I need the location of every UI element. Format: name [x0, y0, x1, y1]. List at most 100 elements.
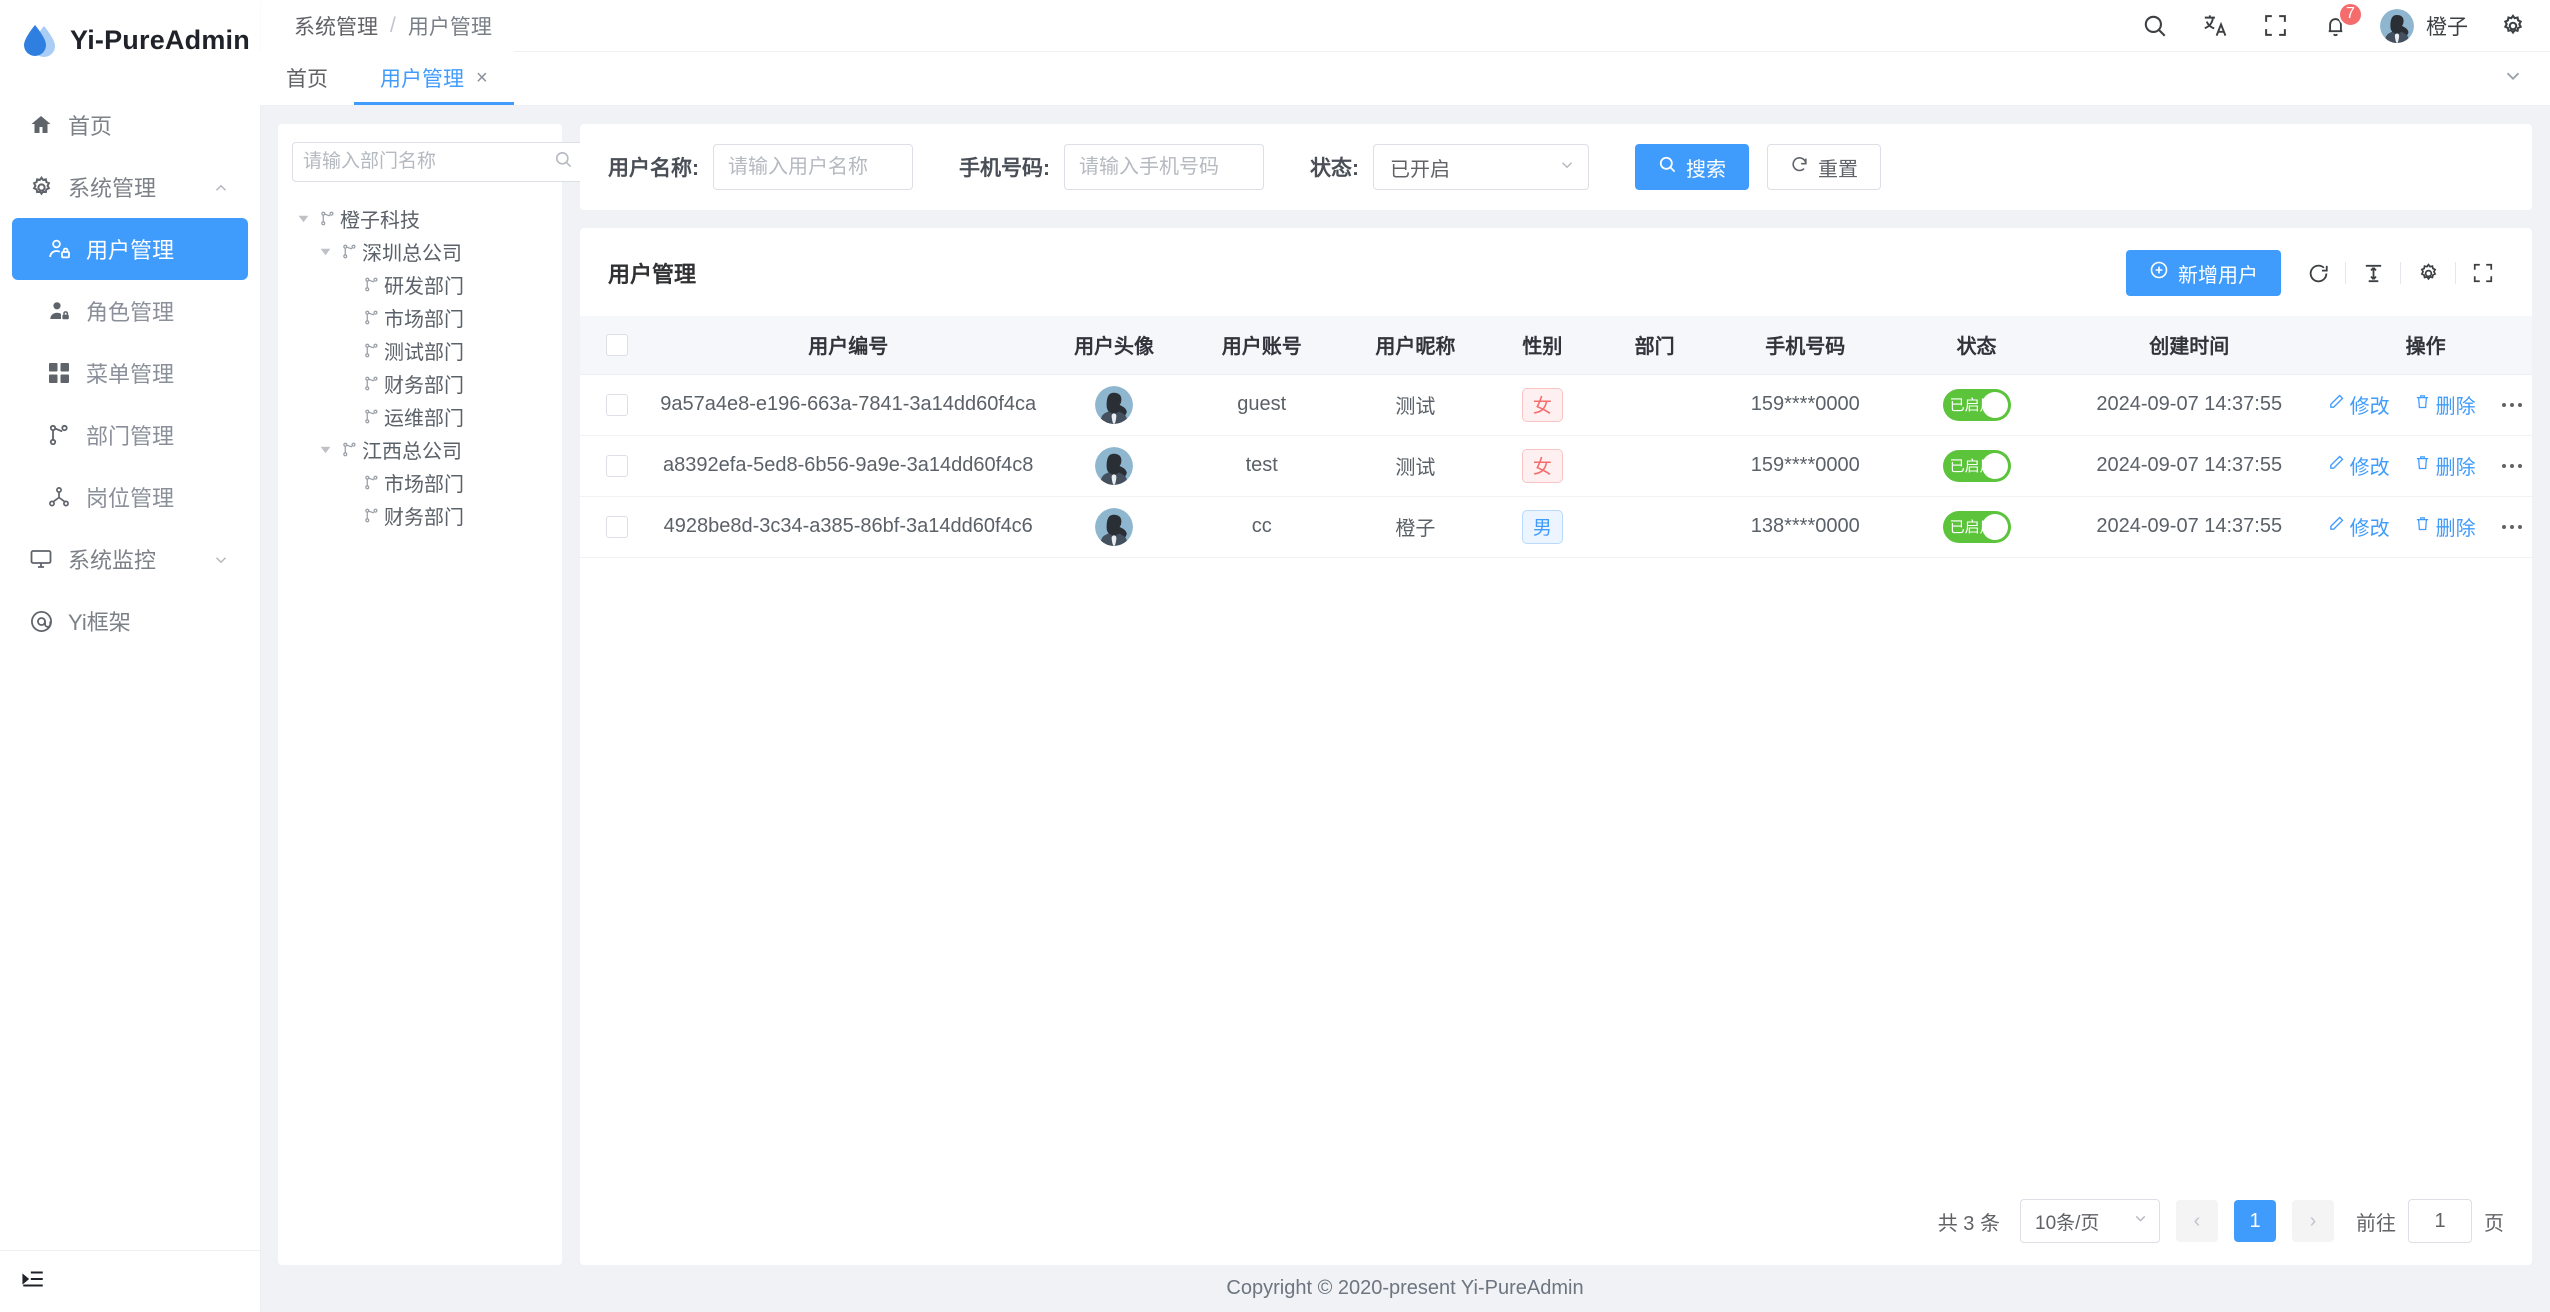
collapse-sidebar-icon[interactable]	[20, 1266, 46, 1297]
row-checkbox[interactable]	[605, 393, 628, 416]
phone-input[interactable]	[1064, 144, 1264, 190]
page-number-1[interactable]: 1	[2234, 1200, 2276, 1242]
department-search-input[interactable]	[292, 142, 584, 182]
status-toggle[interactable]: 已启用	[1942, 388, 2011, 421]
column-settings-icon[interactable]	[2407, 252, 2449, 294]
translate-icon[interactable]	[2200, 11, 2230, 41]
sidebar-collapse-bar[interactable]	[0, 1250, 260, 1312]
pencil-icon	[2328, 393, 2345, 416]
caret-down-icon[interactable]	[312, 443, 338, 456]
tree-node[interactable]: 财务部门	[284, 367, 562, 400]
fullscreen-icon[interactable]	[2260, 11, 2290, 41]
sidebar-item-system[interactable]: 系统管理	[12, 156, 248, 218]
edit-button[interactable]: 修改	[2328, 390, 2390, 419]
density-icon[interactable]	[2352, 252, 2394, 294]
user-menu[interactable]: 橙子	[2380, 8, 2468, 43]
brand-logo[interactable]: Yi-PureAdmin	[0, 0, 260, 80]
delete-button[interactable]: 删除	[2414, 390, 2476, 419]
sidebar-item-departments[interactable]: 部门管理	[12, 404, 248, 466]
field-phone: 手机号码:	[959, 144, 1264, 190]
notification-badge: 7	[2338, 1, 2363, 27]
col-gender: 性别	[1492, 316, 1593, 375]
table-row[interactable]: 9a57a4e8-e196-663a-7841-3a14dd60f4ca gues…	[580, 374, 2532, 436]
toggle-knob	[1981, 391, 2008, 418]
table-header-row: 用户编号 用户头像 用户账号 用户昵称 性别 部门 手机号码 状态 创建时间 操…	[580, 316, 2532, 375]
department-search-field[interactable]	[303, 151, 548, 173]
tree-node[interactable]: 运维部门	[284, 400, 562, 433]
phone-field[interactable]	[1079, 155, 1249, 179]
top-navbar: 系统管理 / 用户管理	[260, 0, 2550, 52]
tree-node[interactable]: 市场部门	[284, 301, 562, 334]
cell-avatar	[1043, 496, 1185, 558]
edit-button[interactable]: 修改	[2328, 512, 2390, 541]
tree-node[interactable]: 市场部门	[284, 466, 562, 499]
delete-button[interactable]: 删除	[2414, 451, 2476, 480]
tree-node[interactable]: 橙子科技	[284, 202, 562, 235]
prev-page-button[interactable]: ‹	[2176, 1200, 2218, 1242]
tree-node[interactable]: 江西总公司	[284, 433, 562, 466]
select-all-checkbox[interactable]	[605, 333, 628, 356]
cell-department	[1592, 435, 1717, 497]
tree-node[interactable]: 研发部门	[284, 268, 562, 301]
sidebar-item-menus[interactable]: 菜单管理	[12, 342, 248, 404]
tree-node[interactable]: 财务部门	[284, 499, 562, 532]
sidebar-item-roles[interactable]: 角色管理	[12, 280, 248, 342]
bell-icon[interactable]: 7	[2320, 1, 2363, 41]
row-checkbox[interactable]	[605, 515, 628, 538]
close-icon[interactable]: ×	[476, 66, 488, 89]
tree-node-label: 财务部门	[384, 375, 464, 397]
status-select[interactable]: 已开启	[1373, 144, 1589, 190]
add-user-button[interactable]: 新增用户	[2126, 250, 2281, 296]
status-toggle[interactable]: 已启用	[1942, 449, 2011, 482]
horizontal-dots-icon[interactable]	[2500, 402, 2524, 407]
sitemap-icon	[360, 342, 382, 359]
horizontal-dots-icon[interactable]	[2500, 524, 2524, 529]
avatar	[1095, 507, 1134, 546]
refresh-icon[interactable]	[2297, 252, 2339, 294]
cell-user-id: 4928be8d-3c34-a385-86bf-3a14dd60f4c6	[653, 496, 1044, 558]
pencil-icon	[2328, 515, 2345, 538]
jump-page-field[interactable]	[2409, 1209, 2471, 1233]
phone-label: 手机号码:	[959, 157, 1050, 180]
right-panel: 用户名称: 手机号码: 状态:	[580, 124, 2532, 1265]
horizontal-dots-icon[interactable]	[2500, 463, 2524, 468]
sidebar-item-home[interactable]: 首页	[12, 94, 248, 156]
pagination-total: 共 3 条	[1937, 1212, 2000, 1235]
sidebar-item-positions[interactable]: 岗位管理	[12, 466, 248, 528]
tree-node[interactable]: 测试部门	[284, 334, 562, 367]
row-checkbox[interactable]	[605, 454, 628, 477]
caret-down-icon[interactable]	[290, 212, 316, 225]
table-row[interactable]: 4928be8d-3c34-a385-86bf-3a14dd60f4c6 cc 橙子…	[580, 496, 2532, 558]
tree-node[interactable]: 深圳总公司	[284, 235, 562, 268]
status-toggle[interactable]: 已启用	[1942, 510, 2011, 543]
fullscreen-icon[interactable]	[2462, 252, 2504, 294]
table-empty-space	[580, 558, 2532, 1178]
table-row[interactable]: a8392efa-5ed8-6b56-9a9e-3a14dd60f4c8 test…	[580, 435, 2532, 497]
sidebar-item-yi-framework[interactable]: Yi框架	[12, 590, 248, 652]
trash-icon	[2414, 515, 2431, 538]
tab-user-management[interactable]: 用户管理 ×	[354, 51, 514, 105]
breadcrumb-parent[interactable]: 系统管理	[294, 15, 378, 39]
search-button[interactable]: 搜索	[1635, 144, 1749, 190]
delete-button[interactable]: 删除	[2414, 512, 2476, 541]
username-field[interactable]	[728, 155, 898, 179]
gender-badge: 女	[1521, 387, 1563, 422]
avatar	[2380, 8, 2414, 43]
username-input[interactable]	[713, 144, 913, 190]
reset-button[interactable]: 重置	[1767, 144, 1881, 190]
caret-down-icon[interactable]	[312, 245, 338, 258]
page-size-select[interactable]: 10条/页	[2020, 1199, 2160, 1243]
next-page-button[interactable]: ›	[2292, 1200, 2334, 1242]
jump-page-input[interactable]	[2408, 1199, 2472, 1243]
sidebar-item-monitor[interactable]: 系统监控	[12, 528, 248, 590]
search-icon[interactable]	[2140, 11, 2170, 41]
chevron-down-icon[interactable]	[2502, 65, 2528, 92]
jump-prefix-label: 前往	[2356, 1212, 2396, 1235]
tab-home[interactable]: 首页	[260, 51, 354, 105]
edit-button[interactable]: 修改	[2328, 451, 2390, 480]
cell-actions: 修改 删除	[2319, 435, 2532, 497]
sidebar-item-users[interactable]: 用户管理	[12, 218, 248, 280]
settings-gear-icon[interactable]	[2498, 11, 2528, 41]
cell-created: 2024-09-07 14:37:55	[2059, 374, 2320, 436]
col-phone: 手机号码	[1716, 316, 1894, 375]
